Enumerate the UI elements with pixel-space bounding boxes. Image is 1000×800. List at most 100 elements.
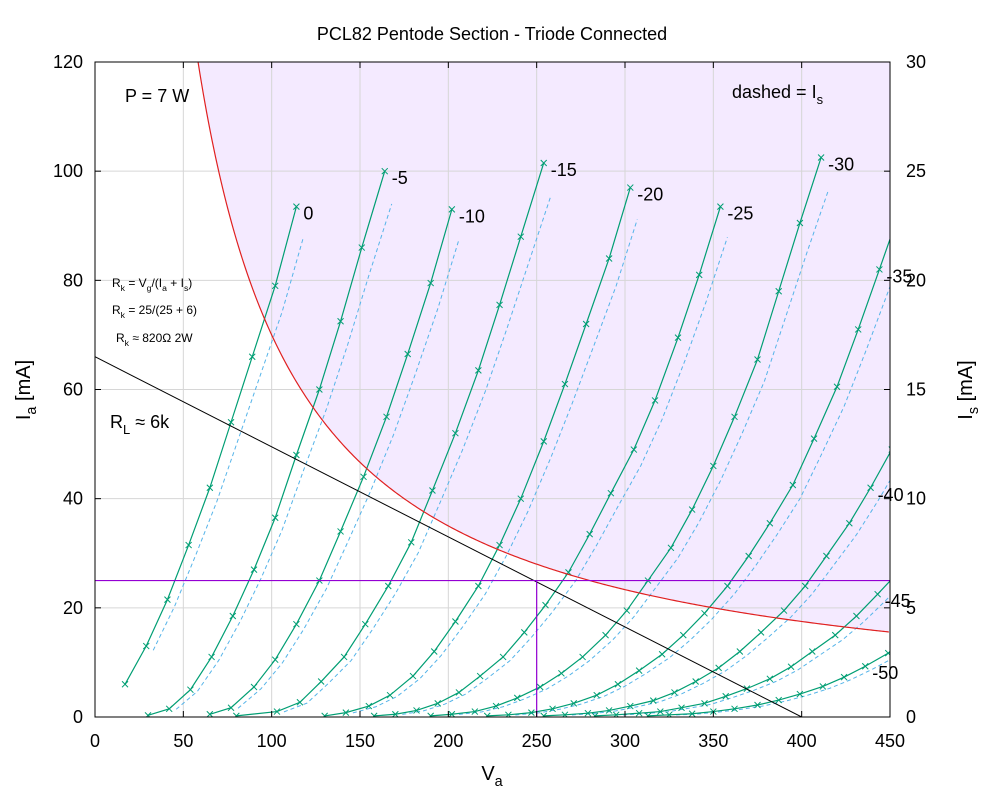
data-point-marker <box>321 712 329 717</box>
data-point-marker <box>801 582 809 590</box>
cathode-formula-2: Rk = 25/(25 + 6) <box>112 303 197 320</box>
data-point-marker <box>649 697 657 704</box>
data-point-marker <box>775 696 783 704</box>
data-point-marker <box>513 694 521 702</box>
data-point-marker <box>499 653 507 661</box>
grid-voltage-label: -35 <box>886 266 912 286</box>
grid-voltage-label: -10 <box>459 206 485 226</box>
screen-current-curve <box>515 285 890 716</box>
x-tick-label: 400 <box>787 731 817 751</box>
data-point-marker <box>874 590 881 598</box>
data-point-marker <box>448 710 456 717</box>
chart-title: PCL82 Pentode Section - Triode Connected <box>317 24 667 44</box>
screen-current-curve <box>175 203 393 710</box>
data-point-marker <box>715 664 722 672</box>
y-tick-label-left: 100 <box>53 161 83 181</box>
cathode-formula-3: Rk ≈ 820Ω 2W <box>116 331 193 348</box>
data-point-marker <box>819 683 827 690</box>
data-point-marker <box>358 244 366 251</box>
y-tick-label-left: 20 <box>63 598 83 618</box>
x-tick-label: 100 <box>257 731 287 751</box>
data-point-marker <box>846 519 853 527</box>
data-point-marker <box>898 567 904 573</box>
data-point-marker <box>921 135 927 141</box>
x-tick-label: 450 <box>875 731 905 751</box>
data-point-marker <box>558 669 565 677</box>
data-point-marker <box>775 287 783 295</box>
y-tick-label-left: 0 <box>73 707 83 727</box>
grid-voltage-label: -5 <box>392 168 408 188</box>
data-point-marker <box>840 673 848 681</box>
data-point-marker <box>273 708 281 715</box>
data-point-marker <box>250 566 258 573</box>
data-point-marker <box>605 707 613 714</box>
data-point-marker <box>586 530 594 538</box>
data-point-marker <box>520 629 528 636</box>
data-point-marker <box>644 712 652 717</box>
data-point-marker <box>678 704 685 712</box>
data-point-marker <box>434 700 442 707</box>
y-tick-label-right: 15 <box>906 380 926 400</box>
data-point-marker <box>271 514 279 522</box>
data-point-marker <box>823 552 830 560</box>
data-point-marker <box>187 686 194 694</box>
data-point-marker <box>144 712 152 717</box>
data-point-marker <box>384 582 392 590</box>
y-axis-label-left: Ia [mA] <box>13 360 40 420</box>
data-point-marker <box>688 710 696 717</box>
data-point-marker <box>688 506 696 513</box>
data-point-marker <box>757 629 765 636</box>
data-point-marker <box>542 601 549 609</box>
data-point-marker <box>787 663 795 671</box>
data-point-marker <box>635 667 643 674</box>
data-point-marker <box>780 607 788 614</box>
plate-current-curve <box>147 170 386 716</box>
y-tick-label-left: 120 <box>53 52 83 72</box>
grid-voltage-label: -50 <box>872 663 898 683</box>
data-point-marker <box>692 678 700 685</box>
data-point-marker <box>271 282 279 290</box>
data-point-marker <box>674 334 682 341</box>
y-tick-label-right: 10 <box>906 489 926 509</box>
data-point-marker <box>227 704 235 712</box>
x-tick-label: 250 <box>522 731 552 751</box>
cathode-formula-1: Rk = Vg/(Ia + Is) <box>112 276 192 293</box>
data-point-marker <box>206 484 214 492</box>
max-power-curve <box>197 62 889 633</box>
data-point-marker <box>475 582 482 590</box>
screen-current-curve <box>283 196 552 713</box>
data-point-marker <box>853 612 860 620</box>
data-point-marker <box>695 271 703 279</box>
data-point-marker <box>250 683 258 691</box>
data-point-marker <box>591 712 599 717</box>
x-tick-label: 50 <box>173 731 193 751</box>
data-point-marker <box>630 446 638 453</box>
data-point-marker <box>656 708 664 715</box>
data-point-marker <box>492 702 500 710</box>
data-point-marker <box>626 702 634 710</box>
data-point-marker <box>471 708 479 715</box>
data-point-marker <box>602 631 609 639</box>
data-point-marker <box>635 709 643 717</box>
data-point-marker <box>789 481 797 489</box>
grid-voltage-label: -40 <box>878 485 904 505</box>
data-point-marker <box>271 656 279 664</box>
data-point-marker <box>745 552 753 560</box>
data-point-marker <box>861 662 869 670</box>
data-point-marker <box>906 636 912 642</box>
data-point-marker <box>831 631 839 639</box>
data-point-marker <box>317 678 325 685</box>
data-point-marker <box>206 710 214 717</box>
plate-current-curve <box>647 651 890 717</box>
data-point-marker <box>549 705 556 713</box>
data-point-marker <box>483 712 491 717</box>
data-point-marker <box>722 692 730 700</box>
load-resistance-annotation: RL ≈ 6k <box>110 412 170 437</box>
data-point-marker <box>614 680 622 688</box>
screen-current-curve <box>152 237 304 651</box>
y-tick-label-left: 40 <box>63 489 83 509</box>
data-point-marker <box>121 680 129 688</box>
data-point-marker <box>701 609 708 617</box>
data-point-marker <box>754 701 761 709</box>
data-point-marker <box>407 538 415 546</box>
